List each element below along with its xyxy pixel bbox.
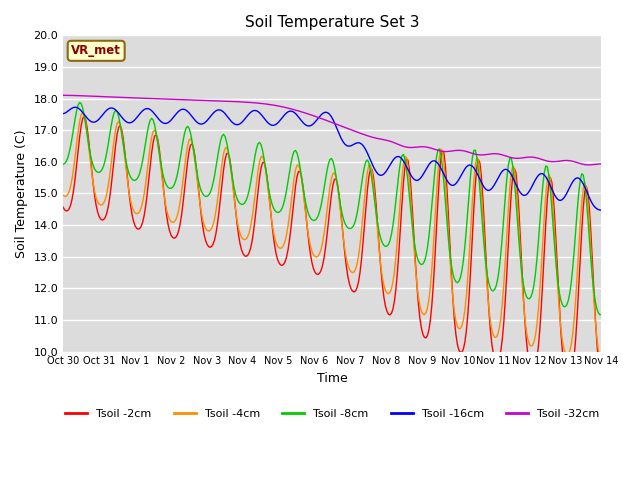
Title: Soil Temperature Set 3: Soil Temperature Set 3 (245, 15, 419, 30)
Y-axis label: Soil Temperature (C): Soil Temperature (C) (15, 129, 28, 258)
Legend: Tsoil -2cm, Tsoil -4cm, Tsoil -8cm, Tsoil -16cm, Tsoil -32cm: Tsoil -2cm, Tsoil -4cm, Tsoil -8cm, Tsoi… (61, 405, 604, 423)
X-axis label: Time: Time (317, 372, 348, 385)
Text: VR_met: VR_met (71, 44, 121, 57)
